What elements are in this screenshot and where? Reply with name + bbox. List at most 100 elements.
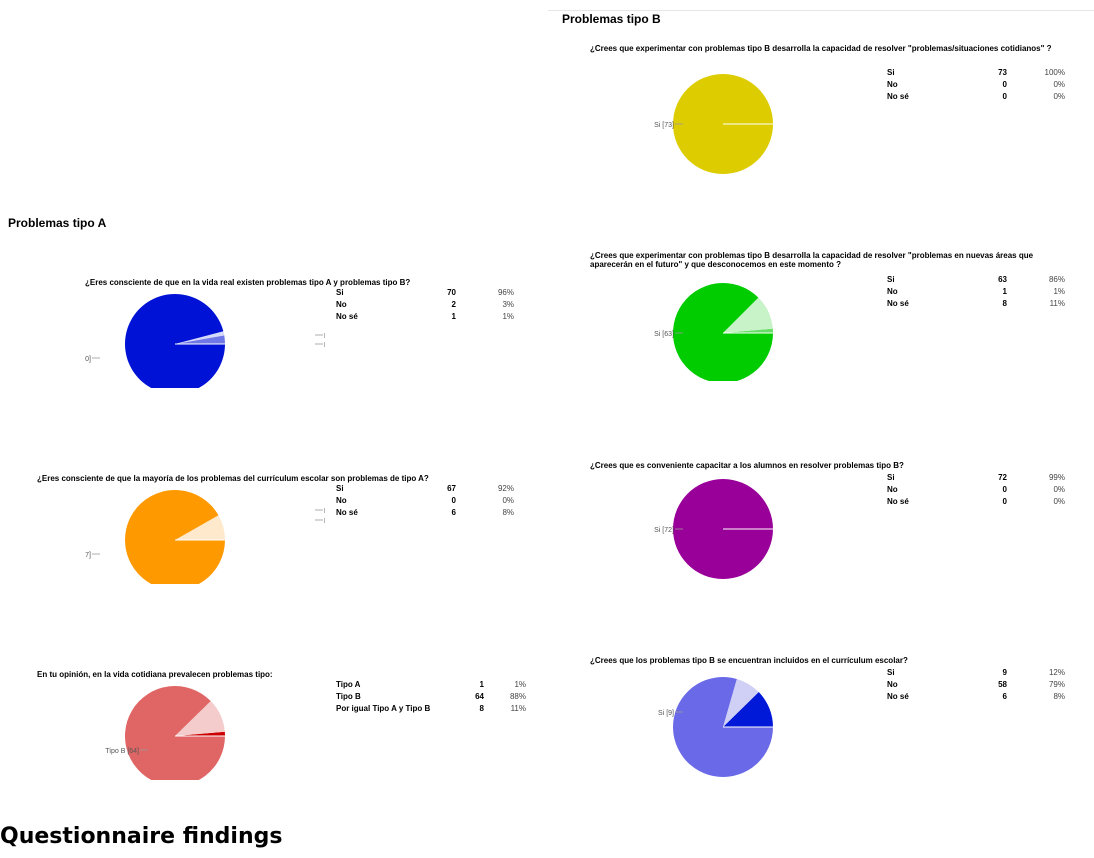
table-row: Por igual Tipo A y Tipo B 8 11% bbox=[336, 704, 536, 716]
table-row: No sé 0 0% bbox=[887, 92, 1067, 104]
pie-label: No sé [6] bbox=[324, 518, 325, 525]
row-percent: 0% bbox=[502, 496, 514, 505]
row-percent: 12% bbox=[1048, 668, 1065, 677]
question-text: ¿Crees que es conveniente capacitar a lo… bbox=[590, 461, 904, 470]
row-count: 6 bbox=[1002, 692, 1007, 701]
row-label: Si bbox=[887, 68, 895, 77]
chart-block-7: ¿Crees que los problemas tipo B se encue… bbox=[590, 656, 1080, 786]
pie-slice-por-igual-tipo-a-y-tipo-b bbox=[175, 701, 225, 736]
row-percent: 1% bbox=[1053, 287, 1065, 296]
row-percent: 0% bbox=[1053, 80, 1065, 89]
row-percent: 96% bbox=[497, 288, 514, 297]
row-label: Si bbox=[887, 668, 895, 677]
row-count: 0 bbox=[451, 496, 456, 505]
row-count: 0 bbox=[1002, 92, 1007, 101]
pie-slice-si bbox=[673, 283, 773, 381]
row-percent: 99% bbox=[1048, 473, 1065, 482]
row-label: Si bbox=[887, 473, 895, 482]
row-percent: 92% bbox=[497, 484, 514, 493]
row-percent: 0% bbox=[1053, 92, 1065, 101]
row-percent: 3% bbox=[502, 300, 514, 309]
row-percent: 11% bbox=[510, 704, 526, 713]
row-label: No sé bbox=[336, 508, 358, 517]
table-row: Si 67 92% bbox=[336, 484, 516, 496]
row-label: No sé bbox=[887, 92, 909, 101]
table-row: No 2 3% bbox=[336, 300, 516, 312]
row-count: 1 bbox=[451, 312, 456, 321]
row-percent: 1% bbox=[514, 680, 526, 689]
table-row: No sé 6 8% bbox=[887, 692, 1067, 704]
pie-label: No sé [1] bbox=[324, 342, 325, 349]
pie-label: Si [72] bbox=[654, 527, 674, 534]
row-percent: 8% bbox=[1053, 692, 1065, 701]
question-text: En tu opinión, en la vida cotidiana prev… bbox=[37, 670, 273, 679]
row-percent: 8% bbox=[502, 508, 514, 517]
chart-block-5: ¿Crees que experimentar con problemas ti… bbox=[590, 251, 1080, 391]
table-row: No 0 0% bbox=[887, 80, 1067, 92]
pie-chart: Si [67] No [0] No sé [6] bbox=[85, 490, 325, 584]
table-row: No sé 8 11% bbox=[887, 299, 1067, 311]
pie-chart: Tipo A [1]Tipo B [64]Por igual Tipo A y bbox=[105, 686, 225, 780]
chart-block-4: ¿Crees que experimentar con problemas ti… bbox=[590, 44, 1080, 184]
pie-slice-no bbox=[723, 328, 773, 333]
row-label: No bbox=[336, 300, 347, 309]
pie-slice-no-s- bbox=[723, 297, 773, 333]
row-percent: 79% bbox=[1048, 680, 1065, 689]
pie-slice-tipo-b bbox=[125, 686, 225, 780]
row-label: Si bbox=[887, 275, 895, 284]
row-label: No bbox=[887, 680, 898, 689]
row-count: 9 bbox=[1002, 668, 1007, 677]
row-count: 0 bbox=[1002, 80, 1007, 89]
row-count: 64 bbox=[475, 692, 484, 701]
pie-slice-si bbox=[125, 490, 225, 584]
table-row: Tipo A 1 1% bbox=[336, 680, 536, 692]
row-label: Si bbox=[336, 288, 344, 297]
row-percent: 0% bbox=[1053, 485, 1065, 494]
chart-block-6: ¿Crees que es conveniente capacitar a lo… bbox=[590, 461, 1080, 591]
pie-slice-no bbox=[175, 335, 225, 344]
row-count: 8 bbox=[479, 704, 484, 713]
question-text: ¿Eres consciente de que en la vida real … bbox=[85, 278, 411, 287]
pie-chart: Si [70] No [2] No sé [1] bbox=[85, 294, 325, 388]
row-count: 6 bbox=[451, 508, 456, 517]
pie-label: Si [70] bbox=[85, 356, 91, 363]
row-label: No bbox=[887, 80, 898, 89]
question-text: ¿Crees que los problemas tipo B se encue… bbox=[590, 656, 908, 665]
question-text: ¿Crees que experimentar con problemas ti… bbox=[590, 44, 1052, 53]
pie-slice-si bbox=[723, 692, 773, 727]
row-percent: 11% bbox=[1049, 299, 1065, 308]
row-count: 72 bbox=[998, 473, 1007, 482]
pie-chart: Si [9]No [58]No sé [6] bbox=[658, 677, 773, 777]
row-label: No bbox=[336, 496, 347, 505]
row-label: No sé bbox=[887, 299, 909, 308]
pie-slice-no-s- bbox=[175, 331, 225, 344]
row-label: Por igual Tipo A y Tipo B bbox=[336, 704, 431, 713]
row-count: 1 bbox=[1002, 287, 1007, 296]
pie-slice-no-s- bbox=[723, 678, 759, 727]
table-row: No 58 79% bbox=[887, 680, 1067, 692]
table-row: No 1 1% bbox=[887, 287, 1067, 299]
pie-slice-tipo-a bbox=[175, 731, 225, 736]
row-count: 0 bbox=[1002, 485, 1007, 494]
chart-block-2: ¿Eres consciente de que la mayoría de lo… bbox=[37, 474, 527, 584]
section-title-b: Problemas tipo B bbox=[562, 12, 661, 26]
row-label: No sé bbox=[887, 497, 909, 506]
row-label: Tipo B bbox=[336, 692, 361, 701]
chart-block-3: En tu opinión, en la vida cotidiana prev… bbox=[37, 670, 527, 780]
row-percent: 1% bbox=[502, 312, 514, 321]
question-text: ¿Eres consciente de que la mayoría de lo… bbox=[37, 474, 429, 483]
table-row: Tipo B 64 88% bbox=[336, 692, 536, 704]
row-label: Si bbox=[336, 484, 344, 493]
data-table: Si 67 92% No 0 0% No sé 6 8% bbox=[336, 484, 516, 524]
question-text: ¿Crees que experimentar con problemas ti… bbox=[590, 251, 1034, 269]
pie-slice-si bbox=[125, 294, 225, 388]
row-percent: 86% bbox=[1048, 275, 1065, 284]
pie-chart: Si [72]No [0]No sé [0] bbox=[654, 479, 773, 579]
row-label: No bbox=[887, 287, 898, 296]
table-row: No sé 1 1% bbox=[336, 312, 516, 324]
page-heading: Questionnaire findings bbox=[0, 824, 283, 849]
row-count: 67 bbox=[447, 484, 456, 493]
pie-label: Si [67] bbox=[85, 552, 91, 559]
row-percent: 88% bbox=[509, 692, 526, 701]
row-count: 8 bbox=[1002, 299, 1007, 308]
